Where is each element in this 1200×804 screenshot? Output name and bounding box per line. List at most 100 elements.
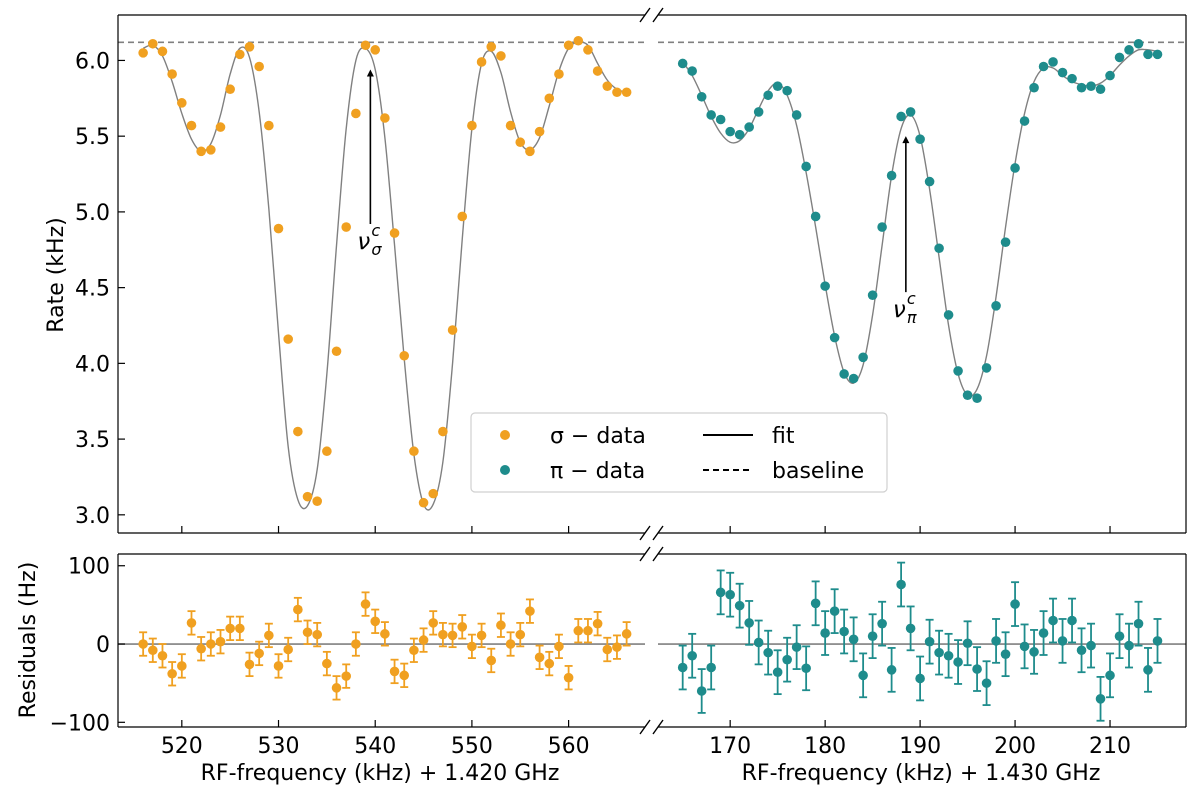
- residual-point-pi: [839, 608, 849, 655]
- data-point-pi: [801, 161, 811, 172]
- data-point-pi: [829, 332, 840, 343]
- data-point-pi: [1133, 38, 1144, 49]
- residual-point-sigma: [244, 651, 255, 678]
- residual-marker: [962, 638, 973, 649]
- data-point-pi: [744, 122, 754, 132]
- data-point-pi: [1067, 73, 1077, 84]
- residual-marker: [725, 589, 735, 600]
- data-point-sigma: [583, 45, 593, 55]
- residual-marker: [389, 666, 400, 677]
- residual-point-sigma: [264, 622, 274, 649]
- data-point-pi: [1010, 163, 1020, 173]
- residual-marker: [602, 644, 613, 655]
- residual-point-pi: [915, 655, 925, 702]
- residual-point-pi: [877, 600, 887, 647]
- data-point-pi: [877, 222, 887, 232]
- xlabel-sigma: RF-frequency (kHz) + 1.420 GHz: [201, 761, 560, 786]
- data-point-pi: [867, 290, 878, 301]
- legend-label: π − data: [550, 459, 645, 484]
- data-point-pi: [1000, 237, 1011, 247]
- data-point-sigma: [254, 61, 264, 72]
- data-point-pi: [924, 176, 935, 187]
- data-point-sigma: [351, 108, 361, 119]
- residual-point-sigma: [418, 627, 429, 653]
- residual-point-sigma: [293, 596, 303, 623]
- residual-point-sigma: [409, 637, 419, 663]
- ytick-label-top: 4.5: [75, 277, 110, 302]
- residual-marker: [505, 639, 516, 649]
- residual-marker: [1124, 640, 1134, 651]
- residual-marker: [991, 636, 1001, 646]
- data-point-sigma: [215, 122, 226, 132]
- residual-marker: [886, 665, 897, 675]
- residual-point-sigma: [554, 633, 564, 660]
- residual-point-sigma: [428, 610, 439, 636]
- residual-point-pi: [1143, 647, 1153, 693]
- data-point-sigma: [302, 491, 313, 502]
- data-point-pi: [934, 243, 944, 254]
- residual-marker: [1076, 645, 1087, 656]
- residual-marker: [612, 642, 622, 652]
- data-point-pi: [1076, 82, 1087, 93]
- residual-point-sigma: [351, 631, 361, 657]
- axis-break-mark: [652, 525, 664, 541]
- data-point-sigma: [457, 211, 468, 222]
- residual-point-pi: [962, 620, 973, 667]
- residual-marker: [1152, 636, 1163, 646]
- residual-point-sigma: [467, 633, 477, 660]
- residual-point-sigma: [283, 636, 293, 663]
- data-point-sigma: [399, 350, 410, 361]
- data-point-pi: [1143, 49, 1153, 60]
- data-point-sigma: [621, 87, 632, 98]
- residual-point-pi: [981, 660, 992, 706]
- residual-marker: [438, 629, 448, 640]
- data-point-pi: [810, 211, 821, 222]
- residual-marker: [687, 650, 697, 661]
- ytick-label-top: 3.0: [75, 504, 110, 529]
- data-point-pi: [839, 369, 849, 379]
- xtick-label-sigma: 550: [451, 734, 493, 759]
- data-point-pi: [1038, 61, 1049, 72]
- residual-point-pi: [1114, 613, 1125, 660]
- residual-marker: [1048, 615, 1058, 626]
- xtick-label-pi: 190: [899, 734, 941, 759]
- xlabel-pi: RF-frequency (kHz) + 1.430 GHz: [742, 761, 1101, 786]
- residual-point-sigma: [177, 653, 187, 679]
- residual-marker: [254, 648, 264, 659]
- data-point-pi: [962, 390, 973, 400]
- ytick-label-top: 6.0: [75, 49, 110, 74]
- residual-point-sigma: [544, 650, 555, 677]
- data-point-sigma: [167, 69, 177, 79]
- residual-point-pi: [677, 644, 688, 691]
- residual-point-sigma: [592, 611, 603, 637]
- data-point-sigma: [476, 57, 487, 67]
- data-point-sigma: [592, 66, 603, 76]
- residual-point-pi: [972, 646, 982, 692]
- data-point-sigma: [612, 87, 622, 98]
- residual-point-pi: [1076, 627, 1087, 674]
- residual-point-pi: [1048, 597, 1058, 644]
- residual-point-pi: [687, 632, 697, 679]
- residual-point-pi: [1124, 622, 1134, 669]
- residual-marker: [1086, 640, 1096, 651]
- axis-break-mark: [639, 7, 651, 23]
- residual-point-pi: [1086, 622, 1096, 669]
- residual-point-pi: [706, 644, 716, 691]
- residual-point-pi: [725, 571, 735, 618]
- residual-point-sigma: [563, 665, 574, 691]
- axis-break-mark: [639, 525, 651, 541]
- residual-marker: [953, 657, 963, 667]
- residual-point-pi: [1029, 629, 1039, 675]
- residual-point-pi: [1019, 623, 1030, 670]
- data-point-sigma: [380, 113, 390, 123]
- residual-marker: [496, 620, 506, 631]
- residual-marker: [322, 658, 332, 669]
- legend-marker: [500, 465, 510, 475]
- data-point-sigma: [196, 146, 206, 157]
- residual-point-pi: [1057, 618, 1068, 664]
- residual-marker: [457, 622, 468, 632]
- residual-marker: [915, 673, 925, 684]
- data-point-pi: [953, 366, 963, 376]
- residual-point-pi: [744, 600, 754, 646]
- legend-entry: baseline: [703, 459, 864, 484]
